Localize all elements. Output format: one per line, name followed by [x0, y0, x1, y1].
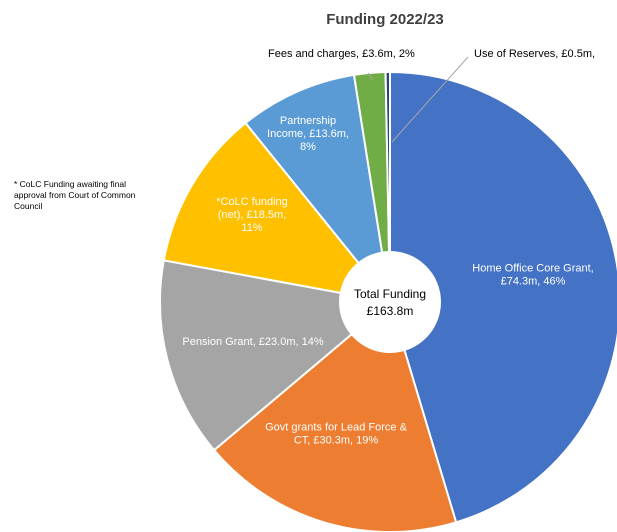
donut-center-title: Total Funding	[354, 287, 426, 301]
slice-data-label: *CoLC funding (net), £18.5m, 11%	[216, 196, 288, 234]
slices-layer	[159, 70, 617, 532]
labels-layer: Home Office Core Grant, £74.3m, 46% Govt g…	[182, 48, 595, 447]
pie-slice	[384, 70, 391, 303]
note-line: Council	[14, 201, 43, 211]
connectors-layer	[367, 56, 469, 143]
funding-approval-note: * CoLC Funding awaiting final approval f…	[14, 179, 182, 212]
pie-slice	[212, 300, 458, 532]
slice-data-label: Partnership Income, £13.6m, 8%	[267, 115, 349, 153]
label-leader-line	[391, 56, 469, 143]
donut-center-total: £163.8m	[367, 304, 414, 318]
slice-data-label: Use of Reserves, £0.5m,	[474, 48, 595, 60]
pie-slice	[162, 121, 393, 304]
chart-title: Funding 2022/23	[326, 11, 444, 28]
pie-slice	[389, 70, 617, 524]
slice-data-label: Fees and charges, £3.6m, 2%	[268, 48, 415, 60]
slice-data-label: Home Office Core Grant, £74.3m, 46%	[472, 263, 593, 288]
pie-slice	[244, 73, 392, 306]
donut-hole	[339, 251, 441, 353]
slice-data-label: Govt grants for Lead Force & CT, £30.3m, …	[265, 422, 408, 447]
note-line: approval from Court of Common	[14, 190, 136, 200]
pie-slice	[159, 259, 393, 452]
note-line: * CoLC Funding awaiting final	[14, 179, 126, 189]
donut-center: Total Funding £163.8m	[339, 251, 441, 353]
slice-data-label: Pension Grant, £23.0m, 14%	[182, 336, 323, 348]
label-leader-line	[367, 72, 374, 81]
